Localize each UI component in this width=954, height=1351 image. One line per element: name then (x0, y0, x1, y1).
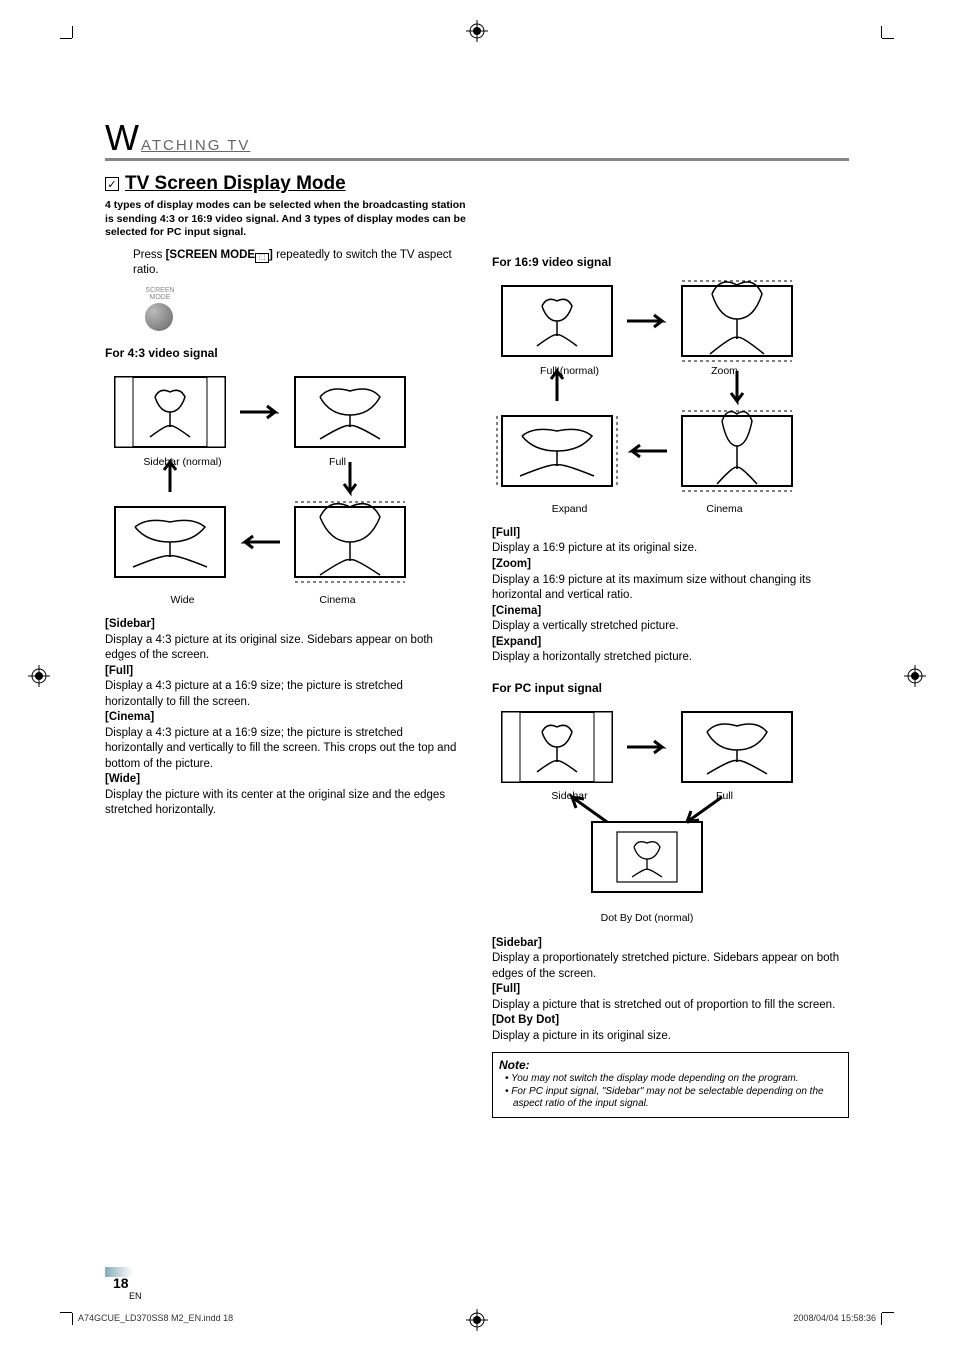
desc: Display a picture that is stretched out … (492, 998, 849, 1014)
desc: Display a picture in its original size. (492, 1029, 849, 1045)
button-label: SCREEN MODE (143, 287, 177, 301)
remote-button-icon (145, 303, 173, 331)
caption: Expand (492, 502, 647, 516)
text-bold: [SCREEN MODE (166, 249, 255, 261)
diagram-pc: Sidebar Full Dot By Dot (normal) (492, 702, 849, 926)
checkbox-icon: ✓ (105, 177, 119, 191)
subheading: For 16:9 video signal (492, 254, 849, 270)
desc: Display the picture with its center at t… (105, 788, 462, 819)
section-title-row: ✓ TV Screen Display Mode (105, 173, 849, 195)
desc: Display a 4:3 picture at a 16:9 size; th… (105, 726, 462, 773)
caption: Dot By Dot (normal) (492, 911, 802, 925)
caption: Sidebar (492, 789, 647, 803)
chapter-heading: W ATCHING TV (105, 120, 849, 161)
definition-list: [Full] Display a 16:9 picture at its ori… (492, 526, 849, 666)
definition-list: [Sidebar] Display a 4:3 picture at its o… (105, 617, 462, 819)
text: SCREEN (145, 287, 174, 294)
caption: Cinema (260, 593, 415, 607)
subheading: For 4:3 video signal (105, 345, 462, 361)
term: [Wide] (105, 772, 462, 788)
desc: Display a 4:3 picture at its original si… (105, 633, 462, 664)
term: [Dot By Dot] (492, 1013, 849, 1029)
definition-list: [Sidebar] Display a proportionately stre… (492, 936, 849, 1045)
term: [Cinema] (492, 604, 849, 620)
term: [Sidebar] (105, 617, 462, 633)
desc: Display a 4:3 picture at a 16:9 size; th… (105, 679, 462, 710)
term: [Full] (105, 664, 462, 680)
note-title: Note: (499, 1057, 842, 1073)
crop-mark (60, 38, 72, 39)
term: [Zoom] (492, 557, 849, 573)
left-column: Press [SCREEN MODE⬚] repeatedly to switc… (105, 248, 462, 1118)
instruction-line: Press [SCREEN MODE⬚] repeatedly to switc… (133, 248, 462, 279)
caption: Wide (105, 593, 260, 607)
crop-mark (881, 1313, 882, 1325)
diagram-4-3: Sidebar (normal) Full Wide Cinema (105, 367, 462, 607)
crop-mark (882, 1312, 894, 1313)
desc: Display a vertically stretched picture. (492, 619, 849, 635)
registration-mark-icon (28, 665, 50, 687)
crop-mark (72, 1313, 73, 1325)
footer-right: 2008/04/04 15:58:36 (793, 1313, 876, 1323)
caption: Full (647, 789, 802, 803)
text: MODE (150, 294, 171, 301)
print-footer: A74GCUE_LD370SS8 M2_EN.indd 18 2008/04/0… (78, 1313, 876, 1323)
page-number: 18 (105, 1275, 142, 1291)
desc: Display a horizontally stretched picture… (492, 650, 849, 666)
term: [Full] (492, 526, 849, 542)
text: Press (133, 249, 166, 261)
crop-mark (881, 26, 882, 38)
registration-mark-icon (904, 665, 926, 687)
desc: Display a 16:9 picture at its maximum si… (492, 573, 849, 604)
desc: Display a proportionately stretched pict… (492, 951, 849, 982)
page-content: W ATCHING TV ✓ TV Screen Display Mode 4 … (105, 120, 849, 1261)
crop-mark (882, 38, 894, 39)
term: [Cinema] (105, 710, 462, 726)
page-number-block: 18 EN (105, 1267, 142, 1301)
note-item: You may not switch the display mode depe… (505, 1073, 842, 1086)
desc: Display a 16:9 picture at its original s… (492, 541, 849, 557)
right-column: For 16:9 video signal (492, 248, 849, 1118)
crop-mark (60, 1312, 72, 1313)
term: [Expand] (492, 635, 849, 651)
note-box: Note: You may not switch the display mod… (492, 1052, 849, 1118)
crop-mark (72, 26, 73, 38)
page-lang: EN (105, 1291, 142, 1301)
caption: Cinema (647, 502, 802, 516)
term: [Full] (492, 982, 849, 998)
note-item: For PC input signal, "Sidebar" may not b… (505, 1086, 842, 1111)
footer-left: A74GCUE_LD370SS8 M2_EN.indd 18 (78, 1313, 233, 1323)
registration-mark-icon (466, 20, 488, 42)
heading-initial: W (105, 120, 139, 156)
subheading: For PC input signal (492, 680, 849, 696)
screen-mode-icon: ⬚ (255, 253, 269, 263)
intro-text: 4 types of display modes can be selected… (105, 199, 475, 240)
term: [Sidebar] (492, 936, 849, 952)
diagram-16-9: Full (normal) Zoom Expand Cinema (492, 276, 849, 516)
heading-rest: ATCHING TV (141, 137, 250, 154)
section-title: TV Screen Display Mode (125, 173, 346, 195)
